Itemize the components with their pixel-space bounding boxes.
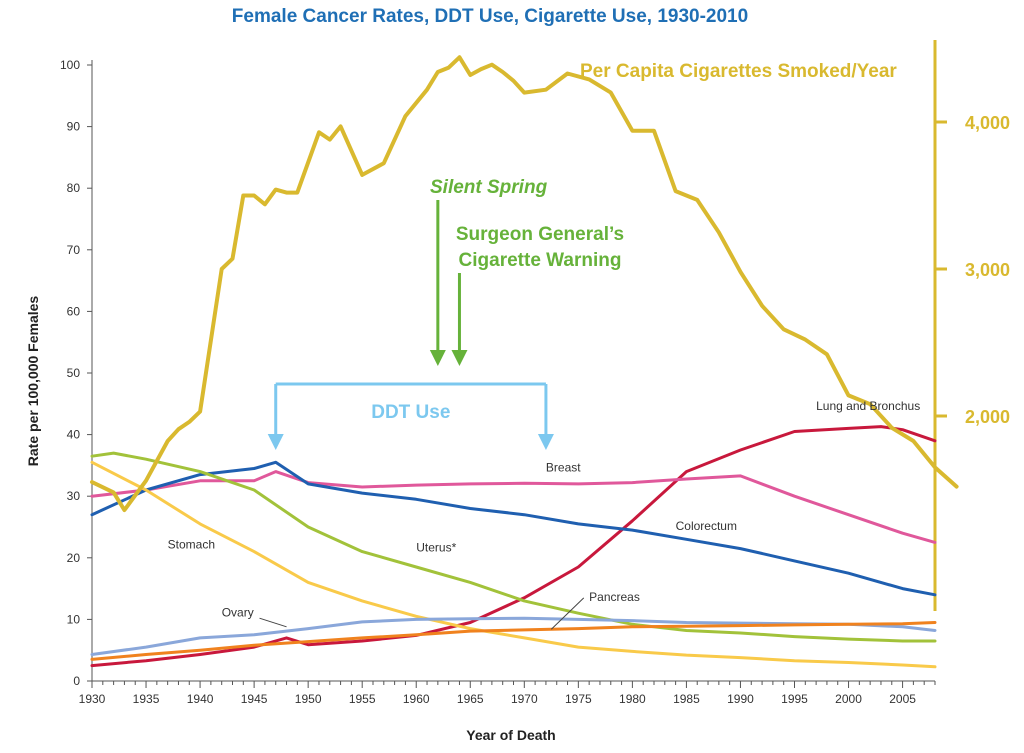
series-labels: Lung and Bronchus Breast Colorectum Stomach… [168, 399, 920, 630]
series-label-breast: Breast [546, 461, 581, 475]
ddt-arrow-right [537, 434, 554, 450]
ddt-arrow-left [267, 434, 284, 450]
y-tick-label: 100 [60, 58, 80, 72]
y-tick-label: 90 [67, 120, 81, 134]
series-label-stomach: Stomach [168, 538, 215, 552]
silent-spring-label: Silent Spring [430, 177, 548, 198]
series-line-breast [90, 470, 937, 544]
y-tick-label: 70 [67, 243, 81, 257]
y-axis-label: Rate per 100,000 Females [25, 296, 41, 467]
y-tick-label: 40 [67, 428, 81, 442]
surgeon-general-label-line2: Cigarette Warning [459, 250, 622, 271]
surgeon-general-label-line1: Surgeon General’s [456, 224, 624, 245]
x-tick-label: 1965 [457, 692, 484, 706]
plot-area: 0 10 20 30 40 50 60 70 80 90 100 1930 1935 1940 1945 19… [60, 40, 1010, 706]
x-tick-label: 1960 [403, 692, 430, 706]
y2-tick-label: 2,000 [965, 407, 1010, 427]
series-line-per-capita-cigarettes-smoked-year [90, 55, 959, 513]
silent-spring-arrow-head [429, 350, 446, 366]
x-tick-label: 1955 [349, 692, 376, 706]
series-line-lung-and-bronchus [90, 425, 937, 668]
annotations: Silent Spring Surgeon General’s Cigarette … [267, 177, 624, 450]
y-tick-label: 20 [67, 551, 81, 565]
surgeon-general-arrow-head [451, 350, 468, 366]
series-label-lung-and-bronchus: Lung and Bronchus [816, 399, 920, 413]
y-tick-label: 50 [67, 366, 81, 380]
x-tick-label: 1975 [565, 692, 592, 706]
x-tick-label: 1985 [673, 692, 700, 706]
x-tick-label: 1945 [241, 692, 268, 706]
chart-title: Female Cancer Rates, DDT Use, Cigarette … [232, 6, 748, 27]
right-axis-label: Per Capita Cigarettes Smoked/Year [580, 61, 897, 82]
series-line-colorectum [90, 460, 937, 597]
x-tick-label: 1950 [295, 692, 322, 706]
series-label-ovary: Ovary [222, 605, 254, 619]
y2-tick-label: 3,000 [965, 260, 1010, 280]
series-label-uterus: Uterus* [416, 541, 456, 555]
pancreas-leader-line [550, 597, 585, 630]
x-tick-label: 1990 [727, 692, 754, 706]
y2-tick-label: 4,000 [965, 113, 1010, 133]
y-tick-label: 80 [67, 181, 81, 195]
x-tick-label: 2000 [835, 692, 862, 706]
series-line-pancreas [90, 621, 937, 661]
y-tick-label: 60 [67, 304, 81, 318]
x-tick-label: 1940 [187, 692, 214, 706]
ddt-use-label: DDT Use [371, 402, 450, 423]
x-tick-label: 1995 [781, 692, 808, 706]
x-tick-label: 1980 [619, 692, 646, 706]
x-tick-label: 2005 [889, 692, 916, 706]
x-tick-label: 1930 [79, 692, 106, 706]
x-axis-label: Year of Death [466, 727, 555, 743]
x-tick-label: 1935 [133, 692, 160, 706]
series-label-pancreas: Pancreas [589, 590, 640, 604]
y-tick-label: 10 [67, 612, 81, 626]
y-tick-label: 0 [73, 674, 80, 688]
series-line-uterus [90, 451, 937, 643]
series-label-colorectum: Colorectum [676, 519, 737, 533]
x-tick-label: 1970 [511, 692, 538, 706]
ovary-leader-line [259, 617, 287, 628]
series-line-stomach [90, 460, 937, 669]
series-layer [90, 55, 959, 669]
y-tick-label: 30 [67, 489, 81, 503]
